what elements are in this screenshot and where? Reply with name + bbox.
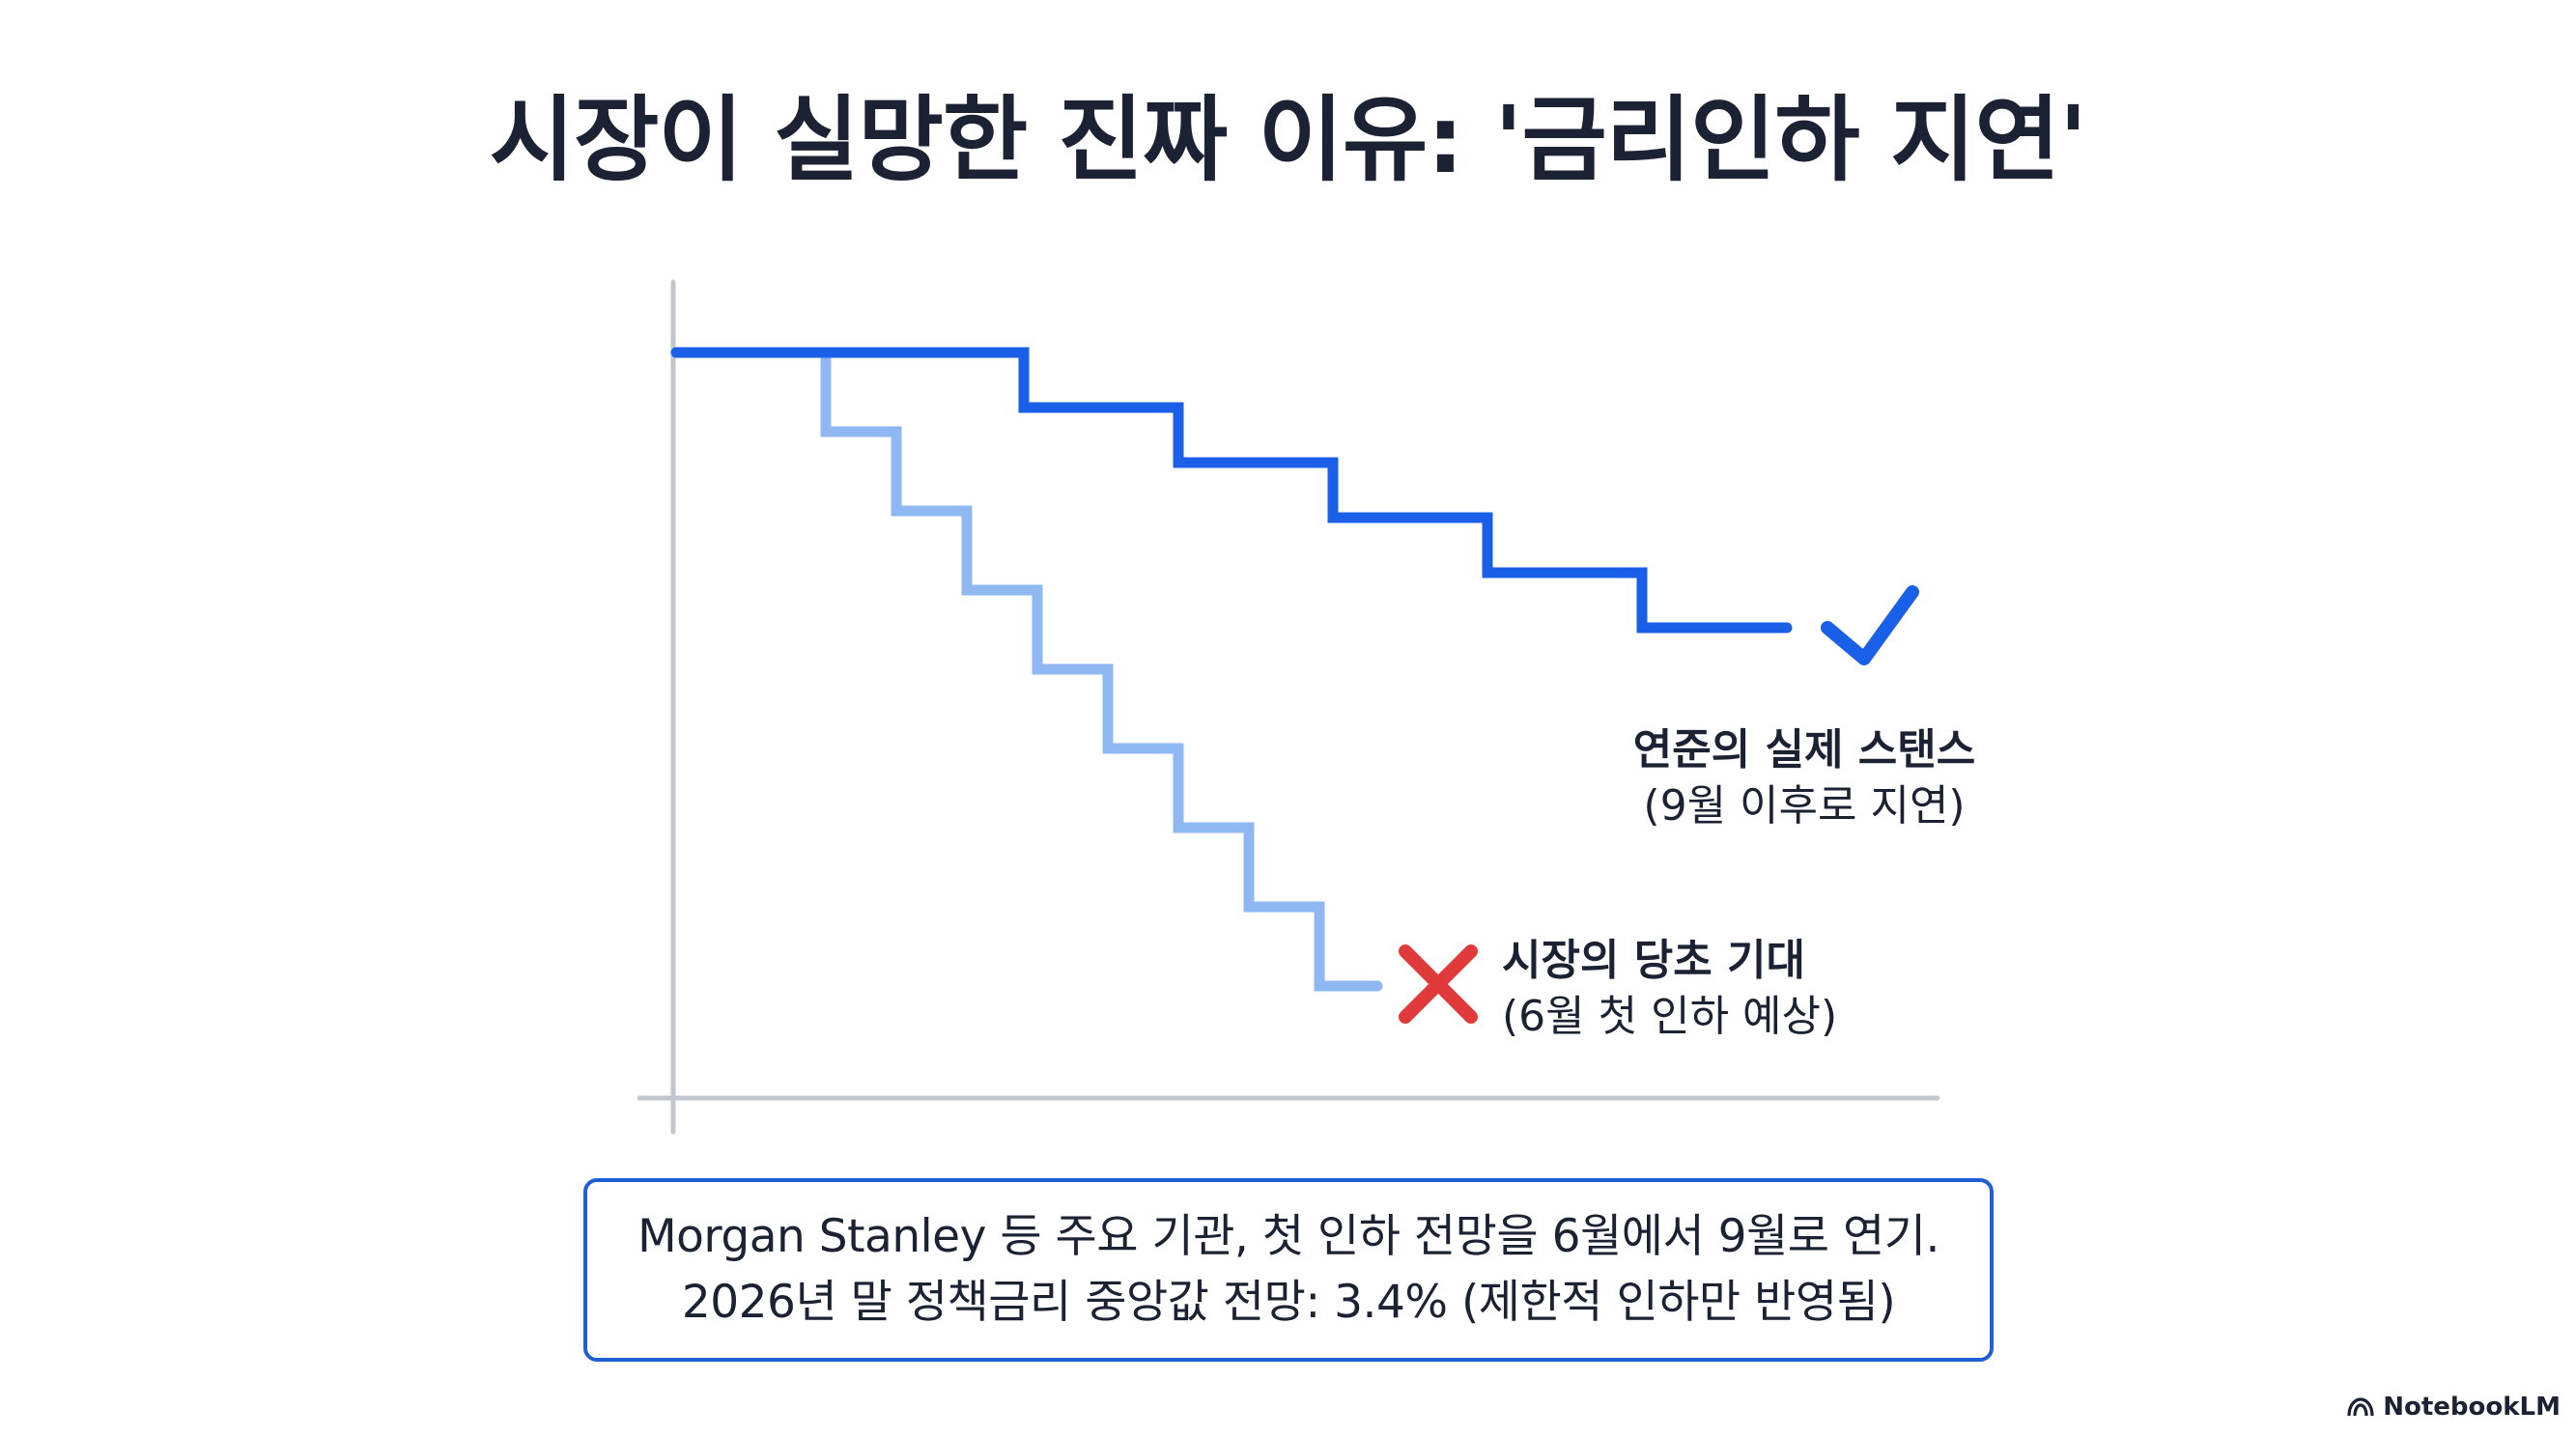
- check-icon: [1821, 585, 1919, 665]
- cross-icon: [1399, 944, 1478, 1024]
- page-title: 시장이 실망한 진짜 이유: '금리인하 지연': [489, 86, 2087, 194]
- brand-badge: NotebookLM: [2346, 1393, 2561, 1422]
- series-label-market-title: 시장의 당초 기대: [1502, 936, 1805, 985]
- note-line-2: 2026년 말 정책금리 중앙값 전망: 3.4% (제한적 인하만 반영됨): [681, 1276, 1896, 1329]
- series-label-fed-subtitle: (9월 이후로 지연): [1643, 781, 1966, 831]
- series-label-fed-title: 연준의 실제 스탠스: [1632, 725, 1976, 775]
- notebooklm-logo-icon: [2347, 1397, 2374, 1417]
- brand-name: NotebookLM: [2383, 1393, 2561, 1422]
- series-label-fed-actual: 연준의 실제 스탠스 (9월 이후로 지연): [1621, 722, 1988, 834]
- series-line-fed-actual: [670, 347, 1793, 634]
- series-line-market-expectation: [670, 347, 1383, 992]
- series-label-market-expectation: 시장의 당초 기대 (6월 첫 인하 예상): [1502, 933, 1908, 1045]
- series-label-market-subtitle: (6월 첫 인하 예상): [1502, 992, 1838, 1041]
- note-line-1: Morgan Stanley 등 주요 기관, 첫 인하 전망을 6월에서 9월…: [637, 1210, 1939, 1263]
- note-box: Morgan Stanley 등 주요 기관, 첫 인하 전망을 6월에서 9월…: [583, 1178, 1994, 1362]
